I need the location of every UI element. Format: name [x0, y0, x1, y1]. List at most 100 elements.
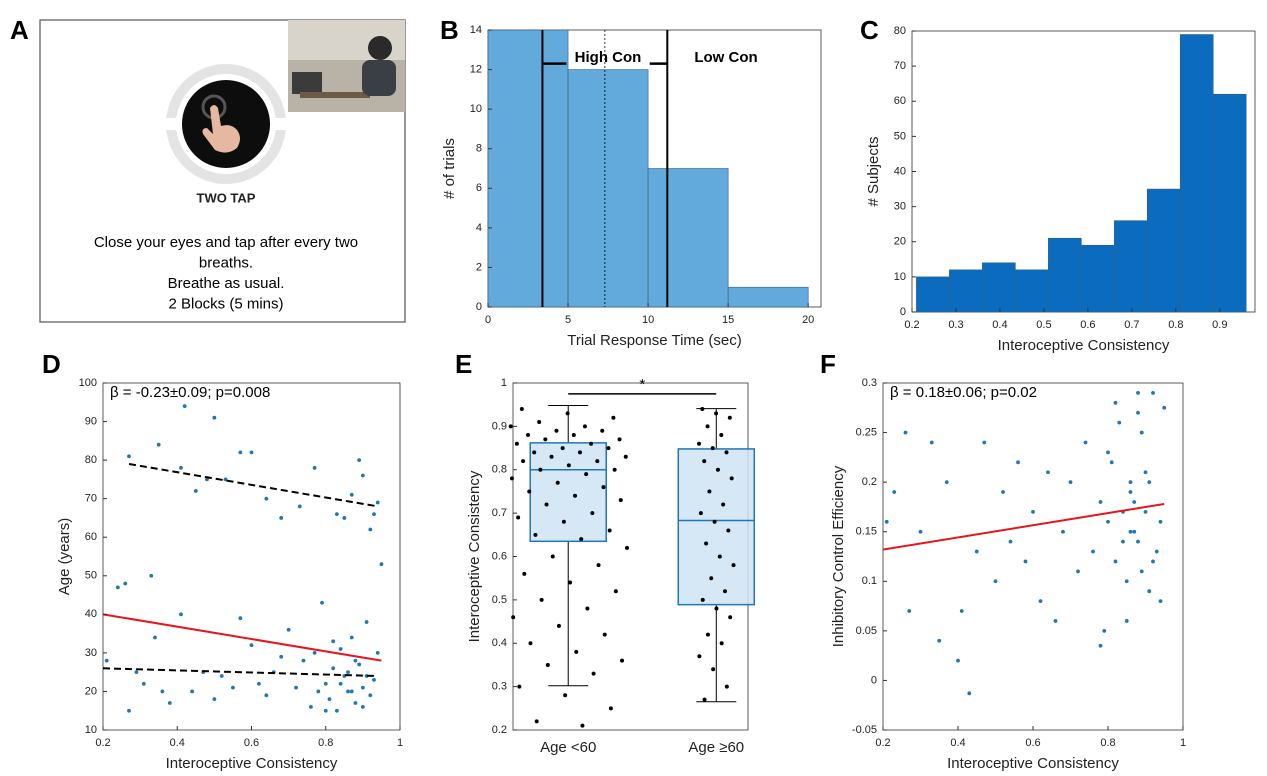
point	[372, 677, 376, 682]
point	[1147, 480, 1152, 485]
point	[573, 493, 578, 498]
point	[611, 415, 616, 420]
point	[312, 465, 317, 470]
box	[677, 448, 756, 606]
bar	[1212, 93, 1247, 313]
point	[728, 615, 733, 620]
y-tick-label: 10	[894, 271, 906, 283]
point	[918, 529, 923, 534]
panel-letter: A	[10, 15, 29, 45]
point	[346, 670, 350, 675]
point	[568, 580, 573, 585]
point	[1143, 509, 1148, 514]
point	[1068, 480, 1073, 485]
point	[532, 450, 537, 455]
x-tick-label: 5	[565, 314, 571, 326]
y-tick-label: 0.7	[492, 507, 507, 519]
point	[323, 681, 328, 686]
significance-label: *	[639, 376, 645, 393]
point	[543, 437, 548, 442]
point	[1136, 391, 1140, 395]
point	[721, 502, 726, 507]
y-tick-label: 0	[871, 674, 877, 686]
x-tick-label: 0.8	[1168, 319, 1183, 331]
point	[353, 658, 358, 663]
ticks: 0.2 0.3 0.4 0.5 0.6 0.7 0.8 0.9 1	[492, 377, 517, 736]
y-tick-label: 0.1	[862, 575, 877, 587]
point	[327, 697, 332, 702]
ticks: 10 20 30 40 50 60 70 80 90 100 0.2 0.4 0.6 0.8 1	[79, 377, 403, 749]
point	[726, 528, 731, 533]
point	[1132, 529, 1137, 534]
point	[711, 667, 716, 672]
point	[360, 473, 365, 478]
point	[556, 623, 561, 628]
point	[123, 581, 128, 586]
point	[982, 440, 987, 445]
point	[697, 441, 702, 446]
point	[153, 635, 157, 640]
point	[1143, 470, 1148, 475]
point	[160, 689, 165, 694]
point	[179, 465, 183, 470]
point	[264, 496, 269, 501]
point	[719, 433, 724, 438]
panel: F -0.05 0 0.05 0.1 0.15 0.2 0.25 0.3 0.2 0.4 0.6 0.8…	[820, 349, 1186, 772]
point	[1031, 509, 1035, 514]
point	[590, 511, 595, 516]
panel: B 0 2 4 6 8 10 12 14 0 5 10 15 20 Trial Response Time …	[440, 15, 822, 349]
point	[582, 424, 587, 429]
point	[1128, 529, 1133, 534]
ticks: 0 2 4 6 8 10 12 14 0 5 10 15 20	[470, 24, 815, 326]
photo-body	[362, 60, 396, 96]
y-tick-label: 30	[85, 647, 97, 659]
x-tick-label: 0.4	[950, 737, 965, 749]
x-tick-label: 0.2	[95, 737, 110, 749]
point	[205, 477, 209, 482]
point	[212, 697, 217, 702]
point	[517, 684, 522, 689]
point	[279, 654, 284, 659]
x-axis-label: Trial Response Time (sec)	[567, 332, 742, 349]
y-axis-label: Inhibitory Control Efficiency	[830, 465, 847, 647]
y-tick-label: 12	[470, 63, 482, 75]
point	[312, 650, 317, 655]
point	[959, 609, 964, 613]
bar	[1015, 269, 1049, 313]
point	[717, 554, 722, 559]
icon-disc	[182, 80, 270, 168]
point	[705, 632, 710, 637]
point	[574, 649, 579, 654]
icon-hand	[202, 105, 240, 153]
bar	[949, 269, 983, 313]
instruction-line: 2 Blocks (5 mins)	[168, 295, 283, 312]
fit-line	[128, 462, 378, 508]
point	[527, 489, 532, 494]
point	[516, 515, 521, 520]
point	[571, 433, 576, 438]
y-tick-label: 0	[476, 301, 482, 313]
point	[1139, 430, 1144, 435]
region-label: High Con	[575, 49, 642, 66]
point	[715, 467, 720, 472]
point	[729, 476, 734, 481]
point	[620, 658, 625, 663]
point	[903, 430, 908, 435]
point	[1147, 589, 1152, 594]
axes-frame	[882, 382, 1184, 731]
axes-frame	[102, 382, 401, 731]
x-tick-label: 0.9	[1212, 319, 1227, 331]
point	[182, 404, 187, 409]
y-tick-label: 10	[470, 103, 482, 115]
point	[710, 446, 715, 451]
point	[714, 411, 719, 416]
point	[141, 681, 146, 686]
point	[115, 585, 120, 590]
point	[724, 450, 729, 455]
point	[884, 519, 889, 524]
point	[1117, 420, 1122, 425]
point	[353, 701, 358, 705]
point	[929, 440, 934, 445]
point	[1151, 391, 1155, 395]
